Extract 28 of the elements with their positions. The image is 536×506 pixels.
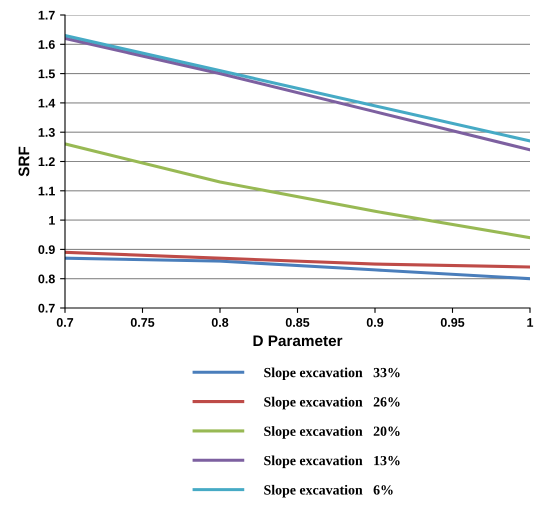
y-axis-title: SRF (18, 146, 30, 176)
x-tick-label: 0.8 (212, 318, 228, 327)
legend-label: Slope excavation 20% (264, 426, 400, 439)
legend-label: Slope excavation 33% (264, 367, 400, 380)
y-tick-label: 1.6 (38, 40, 55, 49)
y-tick-label: 0.7 (38, 304, 55, 313)
y-tick-label: 1 (49, 216, 55, 225)
y-tick-label: 0.9 (38, 245, 55, 254)
x-tick-label: 0.95 (440, 318, 464, 327)
y-tick-label: 1.3 (38, 128, 55, 137)
y-tick-label: 0.8 (38, 274, 55, 284)
line-series (65, 250, 530, 269)
line-series (65, 142, 530, 240)
y-tick-label: 1.7 (38, 10, 55, 20)
y-tick-label: 1.1 (38, 186, 55, 196)
x-tick-label: 0.85 (286, 318, 310, 327)
x-tick-label: 0.75 (130, 318, 154, 327)
legend-label: Slope excavation 13% (264, 456, 400, 468)
y-tick-label: 1.4 (38, 98, 56, 108)
x-axis-title: D Parameter (254, 335, 342, 346)
line-series (65, 256, 530, 280)
x-tick-label: 0.7 (56, 318, 74, 327)
x-tick-label: 0.9 (366, 318, 384, 327)
y-tick-label: 1.2 (38, 157, 55, 166)
x-tick-label: 1 (527, 318, 534, 327)
legend-label: Slope excavation 26% (264, 396, 400, 410)
y-tick-label: 1.5 (38, 70, 55, 78)
legend-label: Slope excavation 6% (264, 484, 393, 498)
